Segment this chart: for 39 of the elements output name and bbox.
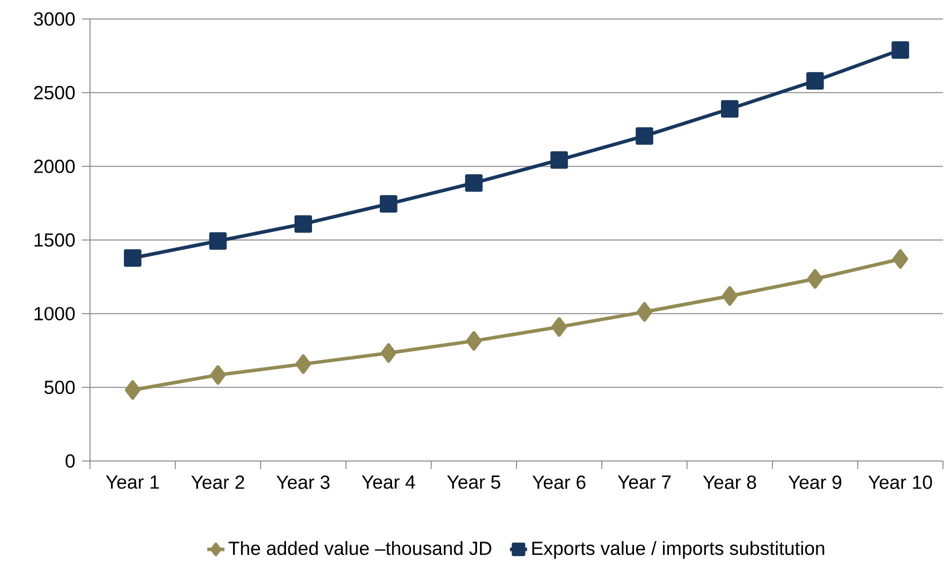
point xyxy=(550,151,568,169)
point xyxy=(806,72,824,90)
x-tick-label: Year 4 xyxy=(362,476,416,489)
point xyxy=(466,331,482,351)
x-tick-label: Year 8 xyxy=(703,476,756,489)
x-tick-label: Year 1 xyxy=(106,476,159,489)
point xyxy=(124,249,142,267)
point xyxy=(465,174,483,192)
x-tick-label: Year 3 xyxy=(276,476,330,489)
point xyxy=(380,195,398,213)
x-tick-label: Year 10 xyxy=(868,476,932,489)
legend-label: The added value –thousand JD xyxy=(228,541,492,556)
point xyxy=(892,41,910,59)
point xyxy=(551,317,567,337)
y-tick-label: 500 xyxy=(44,380,75,394)
point xyxy=(124,380,140,400)
x-tick-label: Year 9 xyxy=(788,476,842,489)
point xyxy=(721,100,739,118)
x-tick-label: Year 6 xyxy=(532,476,586,489)
point xyxy=(636,127,654,145)
legend-label: Exports value / imports substitution xyxy=(532,541,824,559)
point xyxy=(210,365,226,385)
y-tick-label: 1500 xyxy=(34,233,75,247)
y-tick-label: 0 xyxy=(66,454,75,468)
point xyxy=(807,269,823,289)
point xyxy=(380,343,396,363)
point xyxy=(892,249,908,269)
point xyxy=(722,286,738,306)
point xyxy=(296,354,312,374)
y-tick-label: 1000 xyxy=(34,306,75,320)
point xyxy=(294,215,312,233)
point xyxy=(209,232,227,250)
y-tick-label: 2500 xyxy=(34,86,75,100)
y-tick-label: 2000 xyxy=(34,160,75,174)
x-tick-label: Year 7 xyxy=(618,476,671,489)
y-tick-label: 3000 xyxy=(34,12,75,26)
point xyxy=(636,302,652,322)
x-tick-label: Year 2 xyxy=(191,476,244,489)
x-tick-label: Year 5 xyxy=(447,476,500,489)
